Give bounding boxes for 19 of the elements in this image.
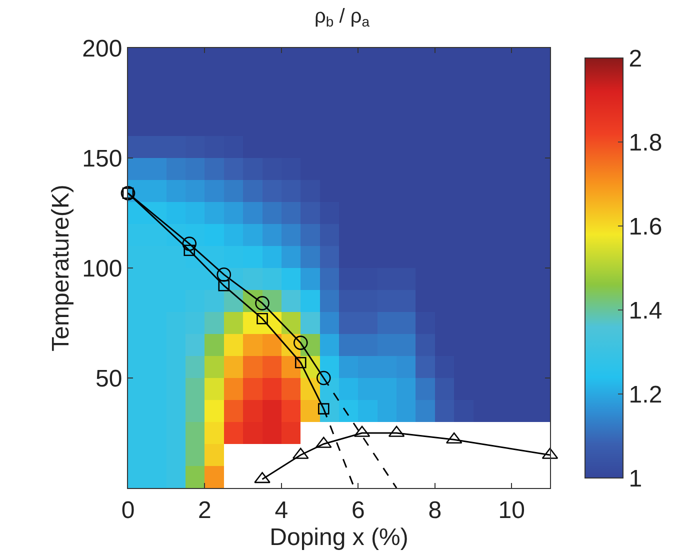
x-tick-label: 0 (121, 496, 135, 524)
color-bar-label: 2 (628, 45, 642, 72)
color-bar-label: 1 (628, 465, 642, 492)
y-tick-label: 50 (95, 365, 122, 392)
x-tick-label: 6 (352, 496, 365, 524)
color-bar-label: 1.6 (628, 213, 662, 240)
chart-title: ρ$_{b}$ / ρ$_{a}$ (314, 5, 370, 30)
y-tick-label: 100 (82, 255, 122, 282)
x-tick-label: 4 (274, 496, 288, 524)
x-axis-title: Doping x (%) (270, 524, 408, 551)
y-tick-label: 200 (82, 35, 122, 62)
x-tick-label: 2 (198, 496, 212, 524)
x-tick-label: 10 (498, 496, 525, 524)
y-tick-label: 150 (82, 145, 122, 172)
color-bar-label: 1.8 (628, 129, 662, 156)
x-tick-label: 8 (428, 496, 442, 524)
color-bar-label: 1.2 (628, 381, 662, 408)
color-bar-label: 1.4 (628, 297, 662, 324)
y-axis-title: Temperature(K) (47, 184, 74, 352)
